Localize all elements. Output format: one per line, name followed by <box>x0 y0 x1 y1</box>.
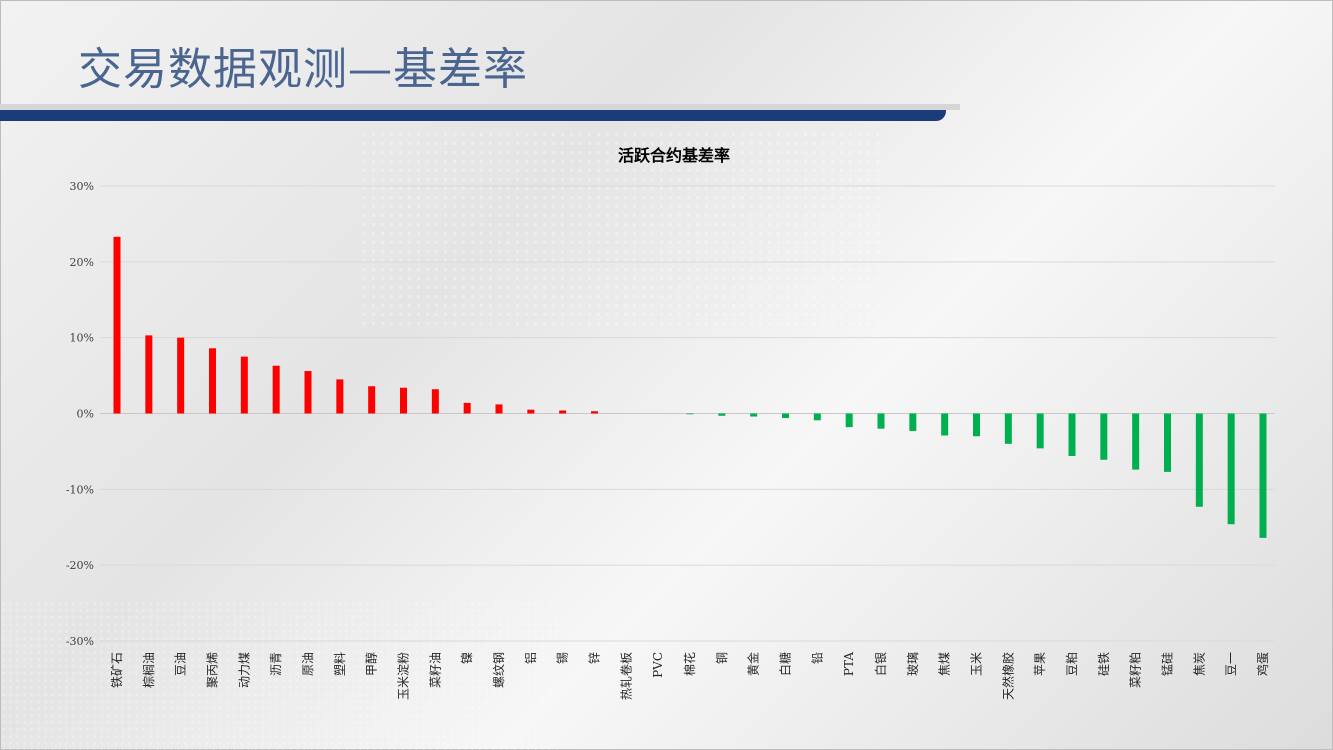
bar-豆一 <box>1227 413 1235 525</box>
gridlines <box>100 185 1275 642</box>
x-tick-label: 镍 <box>460 652 474 664</box>
bar-聚丙烯 <box>209 348 216 414</box>
x-tick-label: 豆一 <box>1224 652 1238 676</box>
bar-PTA <box>845 413 853 428</box>
y-tick-label: -30% <box>66 635 94 648</box>
x-tick-label: 苹果 <box>1033 652 1047 676</box>
bar-series <box>113 236 1267 538</box>
x-tick-label: 黄金 <box>746 652 761 676</box>
bar-苹果 <box>1036 413 1044 449</box>
bar-锰硅 <box>1164 413 1171 472</box>
x-tick-label: 甲醇 <box>364 652 379 676</box>
x-tick-label: 菜籽油 <box>428 652 442 688</box>
bar-白银 <box>877 413 885 429</box>
x-tick-label: 动力煤 <box>237 652 251 688</box>
bar-玻璃 <box>909 413 917 431</box>
x-tick-label: 铅 <box>810 652 824 664</box>
x-tick-label: 豆粕 <box>1064 652 1079 676</box>
bar-塑料 <box>336 379 344 414</box>
bar-铜 <box>718 413 726 416</box>
bar-螺纹钢 <box>495 404 503 414</box>
slide-title: 交易数据观测—基差率 <box>78 44 528 95</box>
bar-菜籽油 <box>431 389 439 414</box>
x-tick-label: 棉花 <box>682 652 697 676</box>
bar-鸡蛋 <box>1259 413 1267 538</box>
x-tick-label: PTA <box>842 652 856 676</box>
x-tick-label: 硅铁 <box>1097 652 1111 676</box>
bar-锌 <box>591 411 598 414</box>
bar-硅铁 <box>1100 413 1108 460</box>
x-tick-label: 塑料 <box>332 652 347 676</box>
bar-铅 <box>813 413 821 421</box>
x-tick-label: 玻璃 <box>906 652 920 676</box>
x-tick-label: 白糖 <box>778 652 793 676</box>
x-tick-label: 锰硅 <box>1160 652 1175 676</box>
skyline-decoration <box>0 600 560 750</box>
bar-甲醇 <box>368 386 376 414</box>
bar-黄金 <box>750 413 758 417</box>
bar-棕榈油 <box>145 335 153 414</box>
y-axis: 30% 20% 10% 0% -10% -20% -30% <box>66 180 94 648</box>
x-tick-label: 沥青 <box>269 652 283 676</box>
y-tick-label: 30% <box>70 180 94 193</box>
title-bar <box>0 110 946 121</box>
y-tick-label: 20% <box>70 256 94 269</box>
x-tick-label: 白银 <box>873 652 888 676</box>
x-tick-label: 热轧卷板 <box>618 652 633 700</box>
bar-白糖 <box>782 413 789 419</box>
y-tick-label: -10% <box>66 483 94 496</box>
bar-豆粕 <box>1068 413 1076 456</box>
x-tick-label: PVC <box>651 652 665 678</box>
world-map-decoration <box>360 130 880 330</box>
x-tick-label: 锡 <box>555 652 570 664</box>
bar-锡 <box>559 410 567 414</box>
x-tick-label: 玉米淀粉 <box>397 652 411 700</box>
bar-天然橡胶 <box>1004 413 1012 444</box>
x-tick-label: 鸡蛋 <box>1255 652 1270 676</box>
bar-菜籽粕 <box>1132 413 1140 470</box>
x-tick-label: 原油 <box>301 652 315 676</box>
y-tick-label: 10% <box>70 332 94 345</box>
bar-铝 <box>527 409 535 414</box>
x-tick-label: 铁矿石 <box>110 652 124 688</box>
bar-玉米淀粉 <box>400 387 407 414</box>
bar-镍 <box>463 402 471 414</box>
x-tick-label: 聚丙烯 <box>206 652 220 688</box>
bar-铁矿石 <box>113 236 121 414</box>
x-tick-label: 焦炭 <box>1192 652 1206 676</box>
bar-玉米 <box>973 413 980 437</box>
bar-焦煤 <box>941 413 949 436</box>
x-tick-label: 棕榈油 <box>141 652 156 688</box>
y-tick-label: 0% <box>77 408 94 421</box>
bar-沥青 <box>272 365 280 414</box>
x-axis-labels: 铁矿石 棕榈油 豆油 聚丙烯 动力煤 沥青 原油 塑料 甲醇 玉米淀粉 菜籽油 镍 螺纹钢 铝 锡 锌 热轧卷板… <box>110 652 1270 700</box>
x-tick-label: 豆油 <box>174 652 188 676</box>
x-tick-label: 焦煤 <box>938 652 952 676</box>
bar-焦炭 <box>1195 413 1203 507</box>
x-tick-label: 天然橡胶 <box>1000 652 1015 700</box>
x-tick-label: 锌 <box>588 652 602 664</box>
bar-原油 <box>304 371 312 414</box>
x-tick-label: 玉米 <box>970 652 984 676</box>
x-tick-label: 菜籽粕 <box>1128 652 1143 688</box>
title-bar-shadow <box>0 104 960 110</box>
bar-棉花 <box>686 413 694 415</box>
y-tick-label: -20% <box>66 559 94 572</box>
x-tick-label: 铝 <box>523 652 538 664</box>
x-tick-label: 铜 <box>714 652 729 664</box>
chart-title: 活跃合约基差率 <box>618 146 730 165</box>
bar-动力煤 <box>240 356 248 414</box>
x-tick-label: 螺纹钢 <box>492 652 506 688</box>
bar-豆油 <box>177 337 185 414</box>
